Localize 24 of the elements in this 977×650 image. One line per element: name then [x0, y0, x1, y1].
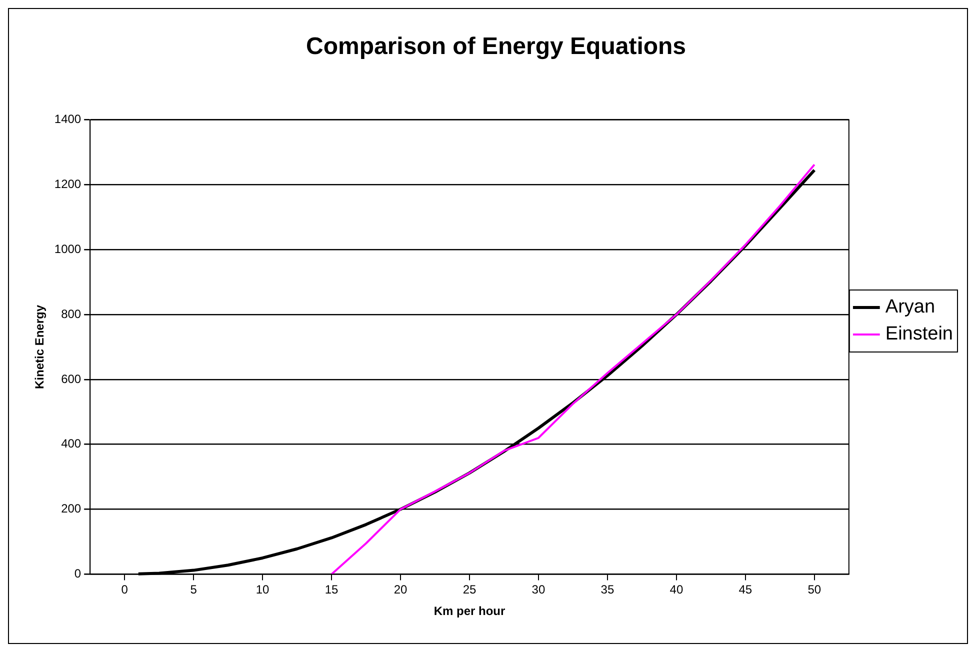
y-tick-label: 800	[61, 306, 82, 321]
y-tick-label: 1200	[54, 177, 82, 192]
x-tick-label: 30	[532, 582, 546, 597]
legend-label: Einstein	[885, 324, 954, 345]
x-tick-label: 50	[808, 582, 822, 597]
y-tick-label: 400	[61, 436, 82, 451]
x-tick-label: 40	[670, 582, 684, 597]
y-tick-label: 1000	[54, 242, 82, 256]
x-tick-label: 35	[600, 582, 614, 597]
chart-title: Comparison of Energy Equations	[306, 33, 686, 60]
x-tick-label: 0	[121, 582, 128, 597]
y-tick-label: 200	[61, 502, 82, 516]
y-tick-label: 1400	[54, 112, 82, 126]
x-tick-label: 15	[324, 582, 339, 597]
x-tick-label: 25	[462, 582, 476, 597]
x-tick-label: 20	[394, 582, 408, 597]
y-tick-label: 600	[61, 372, 82, 386]
legend-label: Aryan	[885, 296, 936, 318]
x-tick-label: 10	[256, 582, 270, 597]
x-tick-label: 5	[190, 582, 198, 597]
x-tick-label: 45	[738, 582, 752, 597]
x-axis-title: Km per hour	[434, 604, 506, 618]
y-tick-label: 0	[74, 566, 82, 581]
y-axis-title: Kinetic Energy	[32, 304, 47, 390]
